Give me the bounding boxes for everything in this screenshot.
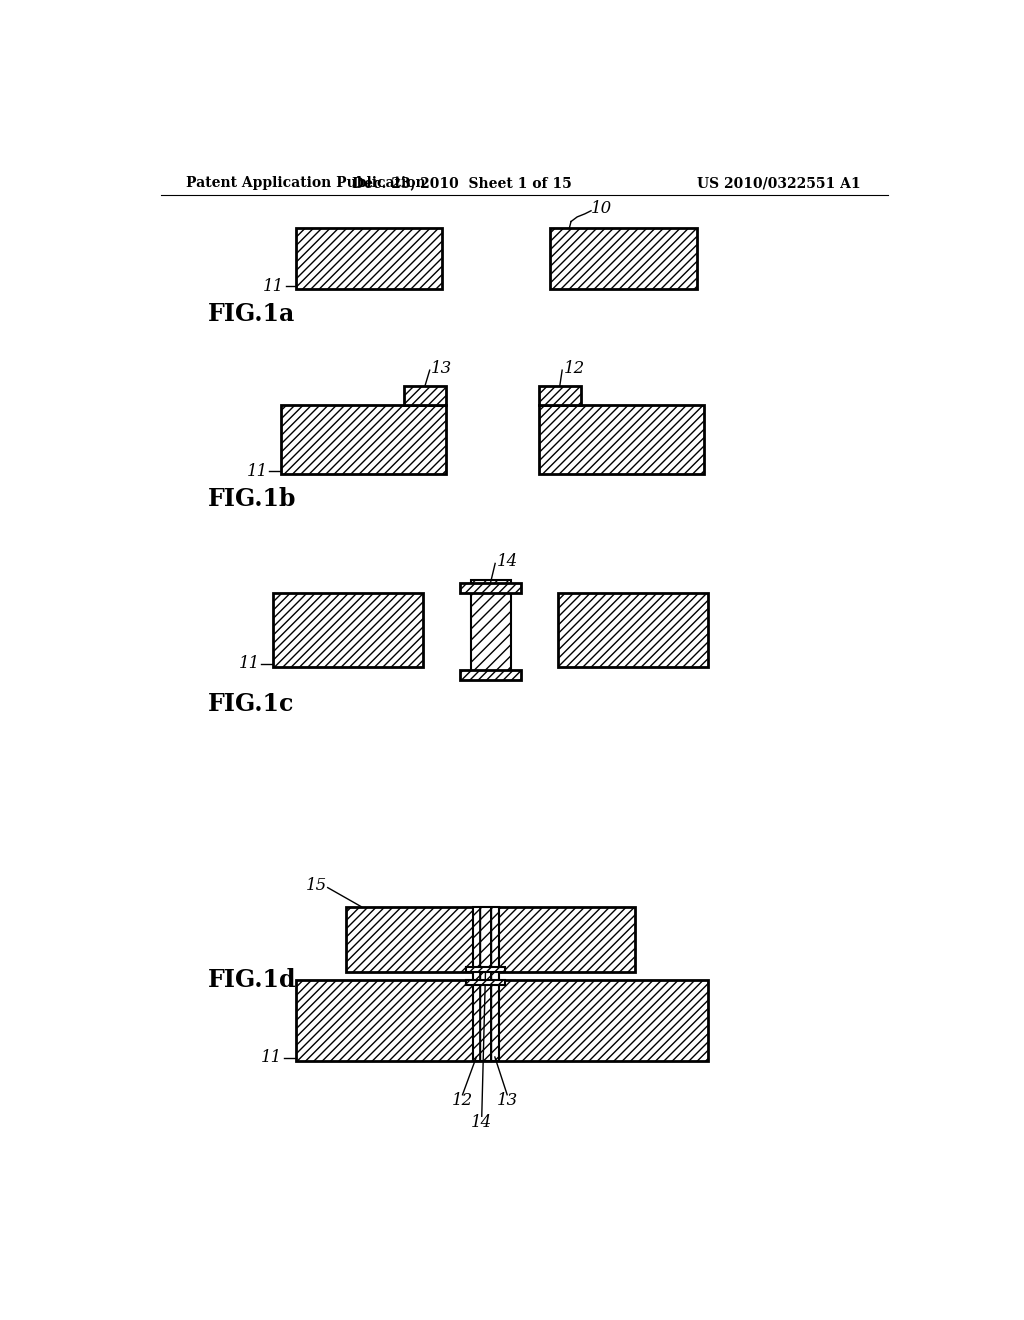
Text: FIG.1b: FIG.1b: [208, 487, 296, 511]
Bar: [472, 907, 480, 1061]
Text: 11: 11: [263, 277, 285, 294]
Bar: [472, 907, 499, 1061]
Bar: [470, 579, 511, 681]
Text: 13: 13: [497, 1093, 518, 1109]
Text: 13: 13: [431, 360, 453, 378]
Text: 14: 14: [497, 553, 518, 570]
Bar: [460, 669, 521, 681]
Text: FIG.1a: FIG.1a: [208, 302, 295, 326]
Text: FIG.1c: FIG.1c: [208, 692, 294, 715]
Text: 11: 11: [239, 655, 260, 672]
Bar: [490, 907, 499, 1061]
Text: 11: 11: [261, 1049, 283, 1067]
Bar: [273, 594, 423, 667]
Text: 11: 11: [247, 462, 267, 479]
Bar: [480, 907, 490, 1061]
Text: 15: 15: [305, 876, 327, 894]
Text: 12: 12: [563, 360, 585, 378]
Bar: [403, 385, 446, 405]
Text: Dec. 23, 2010  Sheet 1 of 15: Dec. 23, 2010 Sheet 1 of 15: [352, 176, 571, 190]
Bar: [346, 907, 635, 973]
Text: FIG.1d: FIG.1d: [208, 968, 296, 993]
Bar: [296, 228, 442, 289]
Bar: [296, 979, 708, 1061]
Bar: [281, 405, 446, 474]
Bar: [466, 968, 505, 973]
Bar: [539, 385, 581, 405]
Bar: [466, 979, 505, 985]
Bar: [550, 228, 696, 289]
Bar: [460, 582, 521, 594]
Bar: [558, 594, 708, 667]
Text: Patent Application Publication: Patent Application Publication: [186, 176, 426, 190]
Text: 14: 14: [471, 1114, 493, 1131]
Text: US 2010/0322551 A1: US 2010/0322551 A1: [696, 176, 860, 190]
Text: 10: 10: [591, 199, 612, 216]
Bar: [472, 907, 499, 1061]
Text: 12: 12: [452, 1093, 473, 1109]
Bar: [539, 405, 705, 474]
